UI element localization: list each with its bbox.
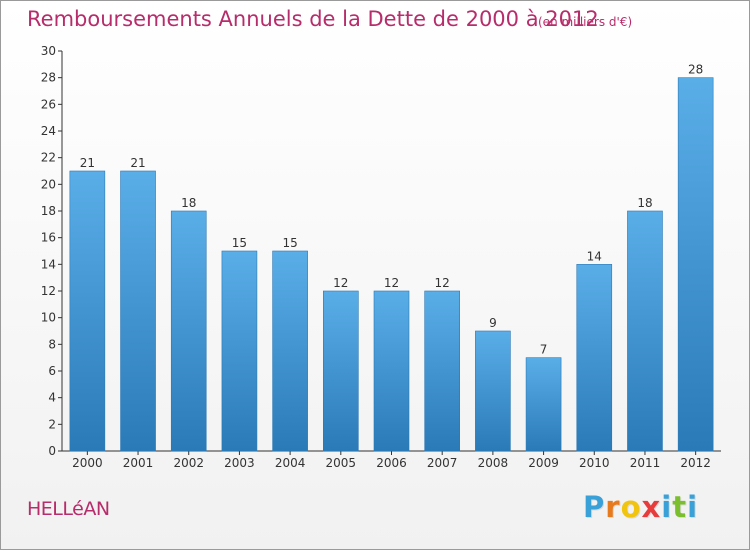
x-tick-label: 2011 bbox=[630, 456, 661, 470]
proxiti-logo: Proxiti bbox=[583, 490, 698, 524]
y-tick-label: 14 bbox=[41, 257, 56, 271]
value-label: 21 bbox=[80, 156, 95, 170]
y-tick-label: 4 bbox=[48, 391, 56, 405]
value-label: 12 bbox=[435, 276, 450, 290]
x-tick-label: 2008 bbox=[478, 456, 509, 470]
y-tick-label: 22 bbox=[41, 151, 56, 165]
y-tick-label: 26 bbox=[41, 97, 56, 111]
value-label: 15 bbox=[232, 236, 247, 250]
x-tick-label: 2000 bbox=[72, 456, 103, 470]
town-name: HELLéAN bbox=[27, 498, 110, 520]
bars bbox=[69, 77, 714, 452]
x-tick-label: 2004 bbox=[275, 456, 306, 470]
value-label: 12 bbox=[384, 276, 399, 290]
y-tick-label: 24 bbox=[41, 124, 56, 138]
logo-letter: i bbox=[687, 490, 699, 524]
x-tick-label: 2007 bbox=[427, 456, 458, 470]
logo-letter: r bbox=[605, 490, 621, 524]
x-tick-label: 2001 bbox=[123, 456, 154, 470]
bar-2002 bbox=[170, 210, 207, 452]
y-tick-label: 6 bbox=[48, 364, 56, 378]
bar-2009 bbox=[525, 357, 562, 452]
y-tick-label: 20 bbox=[41, 177, 56, 191]
x-tick-label: 2012 bbox=[680, 456, 711, 470]
value-labels: 21 21 18 15 15 12 12 12 9 7 14 18 28 bbox=[80, 63, 704, 357]
x-tick-label: 2006 bbox=[376, 456, 407, 470]
bar-2011 bbox=[627, 210, 663, 452]
x-tick-label: 2003 bbox=[224, 456, 255, 470]
logo-letter: P bbox=[583, 490, 606, 524]
bar-2005 bbox=[323, 290, 359, 452]
bar-2006 bbox=[373, 290, 410, 452]
logo-letter: o bbox=[620, 490, 642, 524]
y-tick-label: 0 bbox=[48, 444, 56, 458]
value-label: 9 bbox=[489, 316, 497, 330]
logo-letter: i bbox=[661, 490, 673, 524]
logo-letter: x bbox=[641, 490, 662, 524]
y-tick-label: 8 bbox=[48, 337, 56, 351]
y-tick-label: 30 bbox=[41, 44, 56, 58]
x-tick-label: 2009 bbox=[528, 456, 559, 470]
value-label: 14 bbox=[587, 249, 602, 263]
bar-2012 bbox=[677, 77, 714, 452]
logo-letter: t bbox=[672, 490, 688, 524]
x-tick-label: 2002 bbox=[173, 456, 204, 470]
value-label: 12 bbox=[333, 276, 348, 290]
value-label: 21 bbox=[130, 156, 145, 170]
bar-2003 bbox=[221, 250, 258, 452]
value-label: 7 bbox=[540, 343, 548, 357]
chart-title: Remboursements Annuels de la Dette de 20… bbox=[27, 7, 599, 31]
value-label: 28 bbox=[688, 63, 703, 77]
bar-2008 bbox=[475, 330, 511, 452]
value-label: 15 bbox=[282, 236, 297, 250]
y-tick-label: 12 bbox=[41, 284, 56, 298]
y-tick-label: 18 bbox=[41, 204, 56, 218]
x-tick-label: 2010 bbox=[579, 456, 610, 470]
value-label: 18 bbox=[181, 196, 196, 210]
value-label: 18 bbox=[637, 196, 652, 210]
bar-2001 bbox=[120, 170, 156, 452]
y-tick-label: 16 bbox=[41, 231, 56, 245]
y-tick-label: 10 bbox=[41, 311, 56, 325]
bar-2004 bbox=[272, 250, 308, 452]
x-tick-label: 2005 bbox=[326, 456, 357, 470]
chart-unit-label: (en milliers d'€) bbox=[538, 15, 633, 29]
bar-2000 bbox=[69, 170, 106, 452]
y-tick-label: 2 bbox=[48, 417, 56, 431]
bar-2010 bbox=[576, 264, 613, 452]
y-tick-label: 28 bbox=[41, 71, 56, 85]
bar-2007 bbox=[424, 290, 460, 452]
